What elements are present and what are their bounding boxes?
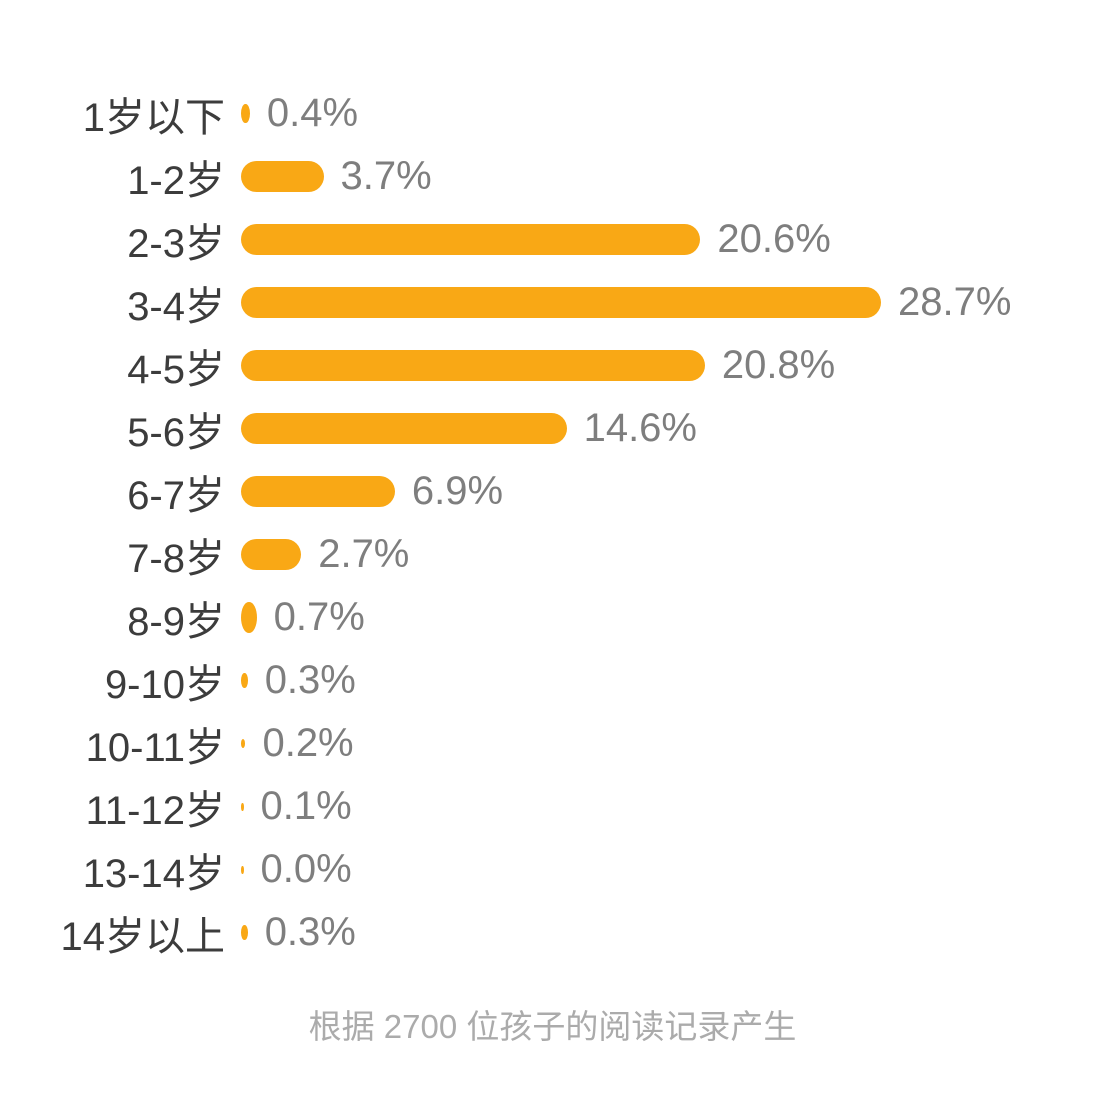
chart-rows: 1岁以下 0.4% 1-2岁 3.7% 2-3岁 20.6% 3-4岁 28.7% 4-5岁 20…: [0, 82, 1105, 964]
value-label: 14.6%: [583, 406, 697, 450]
chart-row: 6-7岁 6.9%: [0, 460, 1105, 523]
chart-row: 8-9岁 0.7%: [0, 586, 1105, 649]
bar-area: 2.7%: [241, 532, 409, 577]
value-label: 20.8%: [721, 343, 836, 387]
bar: [241, 602, 257, 633]
bar: [241, 103, 250, 124]
bar-area: 6.9%: [241, 469, 503, 514]
bar: [241, 673, 248, 688]
category-label: 6-7岁: [127, 473, 225, 518]
bar-area: 28.7%: [241, 280, 1011, 325]
chart-row: 4-5岁 20.8%: [0, 334, 1105, 397]
category-label: 14岁以上: [60, 914, 226, 959]
chart-row: 5-6岁 14.6%: [0, 397, 1105, 460]
bar-area: 0.4%: [241, 91, 358, 136]
bar: [241, 350, 705, 381]
bar-area: 3.7%: [241, 154, 432, 199]
chart-row: 1岁以下 0.4%: [0, 82, 1105, 145]
value-label: 3.7%: [340, 154, 432, 198]
value-label: 0.2%: [262, 721, 354, 765]
value-label: 0.3%: [264, 658, 356, 702]
value-label: 0.1%: [260, 784, 352, 828]
category-label: 1-2岁: [127, 158, 225, 203]
value-label: 6.9%: [411, 469, 504, 513]
value-label: 0.7%: [273, 595, 365, 639]
bar-area: 20.6%: [241, 217, 831, 262]
category-label: 2-3岁: [127, 221, 225, 266]
bar: [241, 287, 881, 318]
chart-row: 13-14岁 0.0%: [0, 838, 1105, 901]
bar-area: 0.3%: [241, 910, 356, 955]
value-label: 28.7%: [898, 280, 1012, 324]
category-label: 5-6岁: [127, 410, 225, 455]
bar: [241, 224, 701, 255]
bar-area: 14.6%: [241, 406, 697, 451]
chart-row: 7-8岁 2.7%: [0, 523, 1105, 586]
category-label: 8-9岁: [127, 599, 225, 644]
bar-area: 0.7%: [241, 595, 365, 640]
chart-row: 11-12岁 0.1%: [0, 775, 1105, 838]
bar: [241, 476, 395, 507]
bar: [241, 413, 567, 444]
bar-area: 20.8%: [241, 343, 835, 388]
bar: [241, 539, 302, 570]
value-label: 0.3%: [264, 910, 356, 954]
chart-row: 3-4岁 28.7%: [0, 271, 1105, 334]
bar-area: 0.3%: [241, 658, 356, 703]
category-label: 9-10岁: [104, 662, 225, 707]
category-label: 11-12岁: [85, 788, 225, 833]
bar: [241, 802, 244, 811]
chart-row: 14岁以上 0.3%: [0, 901, 1105, 964]
bar: [241, 925, 248, 940]
category-label: 10-11岁: [85, 725, 225, 770]
value-label: 2.7%: [318, 532, 410, 576]
category-label: 3-4岁: [127, 284, 225, 329]
category-label: 1岁以下: [82, 95, 225, 140]
bar: [241, 738, 246, 749]
bar: [241, 865, 244, 874]
bar-area: 0.0%: [241, 847, 352, 892]
category-label: 13-14岁: [82, 851, 225, 896]
chart-row: 9-10岁 0.3%: [0, 649, 1105, 712]
value-label: 0.4%: [266, 91, 359, 135]
chart-row: 10-11岁 0.2%: [0, 712, 1105, 775]
category-label: 7-8岁: [127, 536, 225, 581]
chart-row: 1-2岁 3.7%: [0, 145, 1105, 208]
value-label: 20.6%: [717, 217, 831, 261]
value-label: 0.0%: [260, 847, 352, 891]
bar: [241, 161, 324, 192]
chart-caption: 根据 2700 位孩子的阅读记录产生: [308, 1008, 797, 1045]
bar-area: 0.2%: [241, 721, 354, 766]
bar-area: 0.1%: [241, 784, 352, 829]
category-label: 4-5岁: [127, 347, 225, 392]
chart-row: 2-3岁 20.6%: [0, 208, 1105, 271]
